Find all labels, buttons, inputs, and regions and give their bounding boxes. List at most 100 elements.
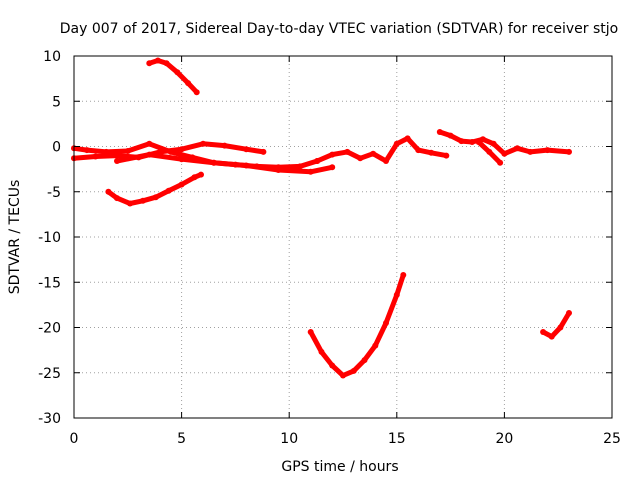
grid-lines [74,56,612,418]
data-point [163,60,170,67]
data-point [557,324,564,331]
data-point [372,342,379,349]
data-point [114,152,120,159]
data-point [415,147,422,154]
x-tick-label: 10 [280,431,298,447]
data-point [152,194,159,201]
x-tick-label: 15 [388,431,406,447]
data-point [193,89,200,96]
x-tick-label: 20 [495,431,513,447]
data-point [105,188,112,195]
data-point [114,195,120,202]
data-point [114,158,120,164]
data-point [221,142,228,149]
data-point [200,140,207,147]
data-point [443,152,450,159]
data-trace [146,58,200,95]
data-point [127,200,133,207]
data-point [307,168,314,175]
data-point [357,155,364,162]
data-point [393,291,400,298]
data-point [314,158,321,164]
tick-labels: 0 5 10 15 20 25 -30 -25 -20 -15 -10 -5 0 5 10 [38,49,621,447]
x-axis-label: GPS time / hours [281,459,398,475]
data-trace [71,141,266,161]
data-point [527,148,534,155]
data-point [198,171,204,178]
data-point [191,174,198,181]
data-point [165,187,172,194]
data-point [92,153,99,160]
x-tick-label: 5 [177,431,186,447]
data-point [475,139,482,145]
data-point [329,164,336,171]
data-point [361,357,368,364]
data-point [329,362,336,369]
data-point [297,163,303,170]
data-point [178,156,185,163]
y-tick-label: -10 [38,230,61,246]
data-point [514,145,521,152]
data-point [370,150,377,157]
data-point [124,148,131,154]
data-point [486,148,493,155]
data-point [566,310,572,316]
y-tick-label: 10 [43,49,61,65]
data-trace [308,272,406,378]
data-point [544,147,551,154]
y-tick-label: -30 [38,411,61,427]
data-point [243,162,250,169]
data-point [501,150,508,157]
data-point [566,148,572,155]
data-point [469,139,476,145]
chart-title: Day 007 of 2017, Sidereal Day-to-day VTE… [60,21,618,37]
data-point [458,138,465,145]
data-layer [71,57,572,379]
y-axis-label: SDTVAR / TECUs [7,180,23,295]
data-point [154,57,161,64]
data-point [185,80,192,87]
y-tick-label: -25 [38,366,61,382]
data-point [400,272,407,278]
data-point [428,149,435,156]
data-point [318,348,325,355]
x-tick-label: 0 [70,431,79,447]
y-tick-label: -20 [38,321,61,337]
data-point [146,140,153,147]
data-point [146,151,153,158]
data-point [393,140,400,147]
x-tick-label: 25 [603,431,621,447]
data-point [139,197,146,204]
data-trace [540,310,572,340]
data-point [490,140,497,147]
data-point [174,69,181,76]
data-point [383,320,389,326]
data-point [275,167,282,173]
data-point [383,158,389,164]
data-point [497,159,504,166]
data-point [447,132,454,139]
data-point [210,159,217,166]
data-point [479,136,486,143]
data-point [243,146,250,153]
data-point [540,329,547,335]
y-tick-label: 0 [52,140,61,156]
data-point [260,148,267,155]
data-point [548,333,555,340]
data-point [178,146,185,153]
data-trace [314,135,449,164]
data-point [83,147,90,154]
data-point [329,151,336,158]
data-point [404,135,411,142]
tick-marks [73,55,613,419]
y-tick-label: -5 [47,185,61,201]
data-point [344,148,351,155]
y-tick-label: -15 [38,275,61,291]
data-trace [114,152,335,175]
data-point [103,148,110,155]
data-point [178,181,185,188]
data-point [436,129,443,135]
data-point [340,372,346,379]
data-point [350,367,357,374]
